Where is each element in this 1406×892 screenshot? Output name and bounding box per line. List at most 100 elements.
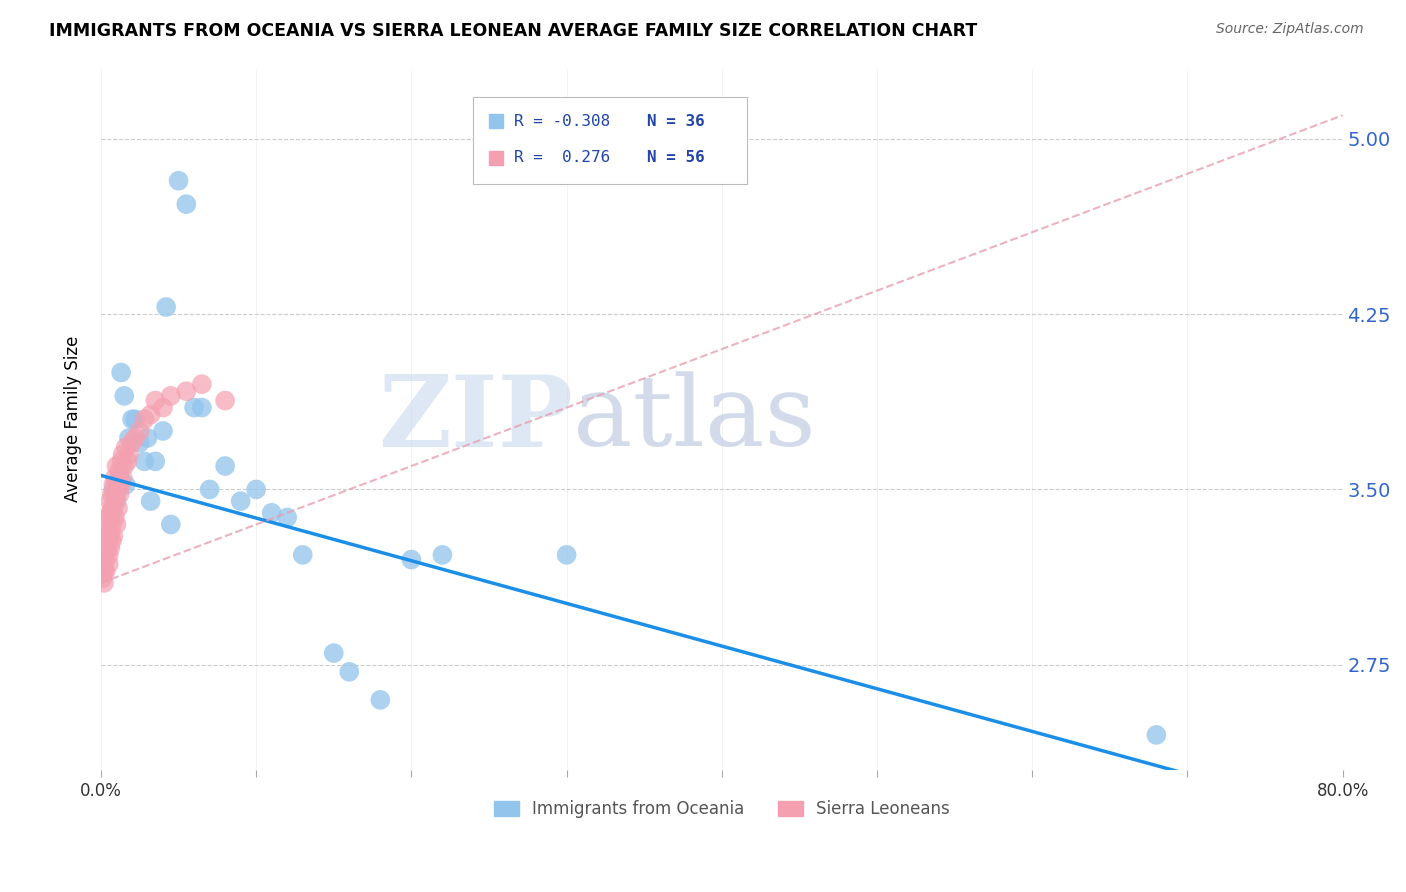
Point bbox=[101, 501, 124, 516]
Point bbox=[96, 517, 118, 532]
Point bbox=[101, 517, 124, 532]
Point bbox=[105, 494, 128, 508]
Text: R = -0.308: R = -0.308 bbox=[515, 113, 610, 128]
Point bbox=[214, 393, 236, 408]
Point bbox=[97, 524, 120, 539]
Point bbox=[103, 529, 125, 543]
Point bbox=[103, 483, 125, 497]
Point bbox=[91, 552, 114, 566]
Point bbox=[107, 501, 129, 516]
Point bbox=[110, 477, 132, 491]
Point bbox=[118, 447, 141, 461]
Point bbox=[143, 454, 166, 468]
Text: atlas: atlas bbox=[572, 371, 815, 467]
Point bbox=[94, 552, 117, 566]
Point bbox=[152, 424, 174, 438]
Point bbox=[152, 401, 174, 415]
Point bbox=[93, 564, 115, 578]
Point bbox=[229, 494, 252, 508]
Point bbox=[176, 197, 198, 211]
Point bbox=[139, 494, 162, 508]
Point bbox=[124, 431, 146, 445]
Point bbox=[110, 366, 132, 380]
Point bbox=[103, 477, 125, 491]
Point bbox=[276, 510, 298, 524]
Legend: Immigrants from Oceania, Sierra Leoneans: Immigrants from Oceania, Sierra Leoneans bbox=[486, 794, 956, 825]
FancyBboxPatch shape bbox=[474, 96, 747, 185]
Point bbox=[105, 458, 128, 473]
Point bbox=[370, 693, 392, 707]
Point bbox=[134, 412, 156, 426]
Point bbox=[291, 548, 314, 562]
Point bbox=[108, 464, 131, 478]
Point bbox=[245, 483, 267, 497]
Point bbox=[191, 377, 214, 392]
Point bbox=[176, 384, 198, 399]
Point bbox=[98, 541, 121, 555]
Text: N = 36: N = 36 bbox=[647, 113, 704, 128]
Point bbox=[118, 431, 141, 445]
Point bbox=[94, 533, 117, 548]
Point bbox=[104, 471, 127, 485]
Point bbox=[159, 389, 181, 403]
Point bbox=[91, 571, 114, 585]
Point bbox=[97, 529, 120, 543]
Point bbox=[128, 435, 150, 450]
Point bbox=[155, 300, 177, 314]
Point bbox=[214, 458, 236, 473]
Point bbox=[112, 389, 135, 403]
Point bbox=[139, 408, 162, 422]
Point bbox=[101, 487, 124, 501]
Point bbox=[98, 506, 121, 520]
Point bbox=[112, 458, 135, 473]
Point bbox=[159, 517, 181, 532]
Point bbox=[108, 471, 131, 485]
Point bbox=[1144, 728, 1167, 742]
Point bbox=[111, 471, 134, 485]
Point bbox=[114, 477, 136, 491]
Point bbox=[191, 401, 214, 415]
Point bbox=[94, 564, 117, 578]
Point bbox=[98, 494, 121, 508]
Point bbox=[98, 529, 121, 543]
Point bbox=[167, 174, 190, 188]
Point bbox=[105, 517, 128, 532]
Point bbox=[97, 558, 120, 572]
Text: IMMIGRANTS FROM OCEANIA VS SIERRA LEONEAN AVERAGE FAMILY SIZE CORRELATION CHART: IMMIGRANTS FROM OCEANIA VS SIERRA LEONEA… bbox=[49, 22, 977, 40]
Point bbox=[136, 431, 159, 445]
Point bbox=[121, 412, 143, 426]
Point bbox=[260, 506, 283, 520]
Point bbox=[322, 646, 344, 660]
Point bbox=[103, 501, 125, 516]
Point bbox=[105, 487, 128, 501]
Point bbox=[198, 483, 221, 497]
Text: ZIP: ZIP bbox=[378, 371, 572, 467]
Point bbox=[128, 424, 150, 438]
Point bbox=[94, 541, 117, 555]
Point bbox=[183, 401, 205, 415]
Point bbox=[124, 412, 146, 426]
Point bbox=[114, 440, 136, 454]
Point bbox=[97, 510, 120, 524]
Point bbox=[121, 435, 143, 450]
Point bbox=[96, 529, 118, 543]
Text: Source: ZipAtlas.com: Source: ZipAtlas.com bbox=[1216, 22, 1364, 37]
Point bbox=[97, 548, 120, 562]
Point bbox=[93, 576, 115, 591]
Point bbox=[432, 548, 454, 562]
Point bbox=[104, 510, 127, 524]
Point bbox=[555, 548, 578, 562]
Point bbox=[108, 487, 131, 501]
Point bbox=[93, 548, 115, 562]
Point bbox=[107, 477, 129, 491]
Point bbox=[401, 552, 423, 566]
Point bbox=[134, 454, 156, 468]
Text: R =  0.276: R = 0.276 bbox=[515, 150, 610, 165]
Point bbox=[117, 454, 139, 468]
Point bbox=[143, 393, 166, 408]
Point bbox=[111, 447, 134, 461]
Text: N = 56: N = 56 bbox=[647, 150, 704, 165]
Point bbox=[110, 454, 132, 468]
Point bbox=[104, 494, 127, 508]
Y-axis label: Average Family Size: Average Family Size bbox=[65, 336, 82, 502]
